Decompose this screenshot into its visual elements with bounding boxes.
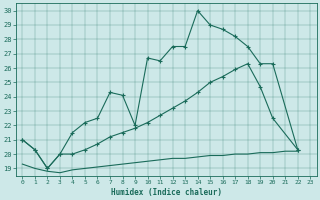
X-axis label: Humidex (Indice chaleur): Humidex (Indice chaleur) (111, 188, 222, 197)
